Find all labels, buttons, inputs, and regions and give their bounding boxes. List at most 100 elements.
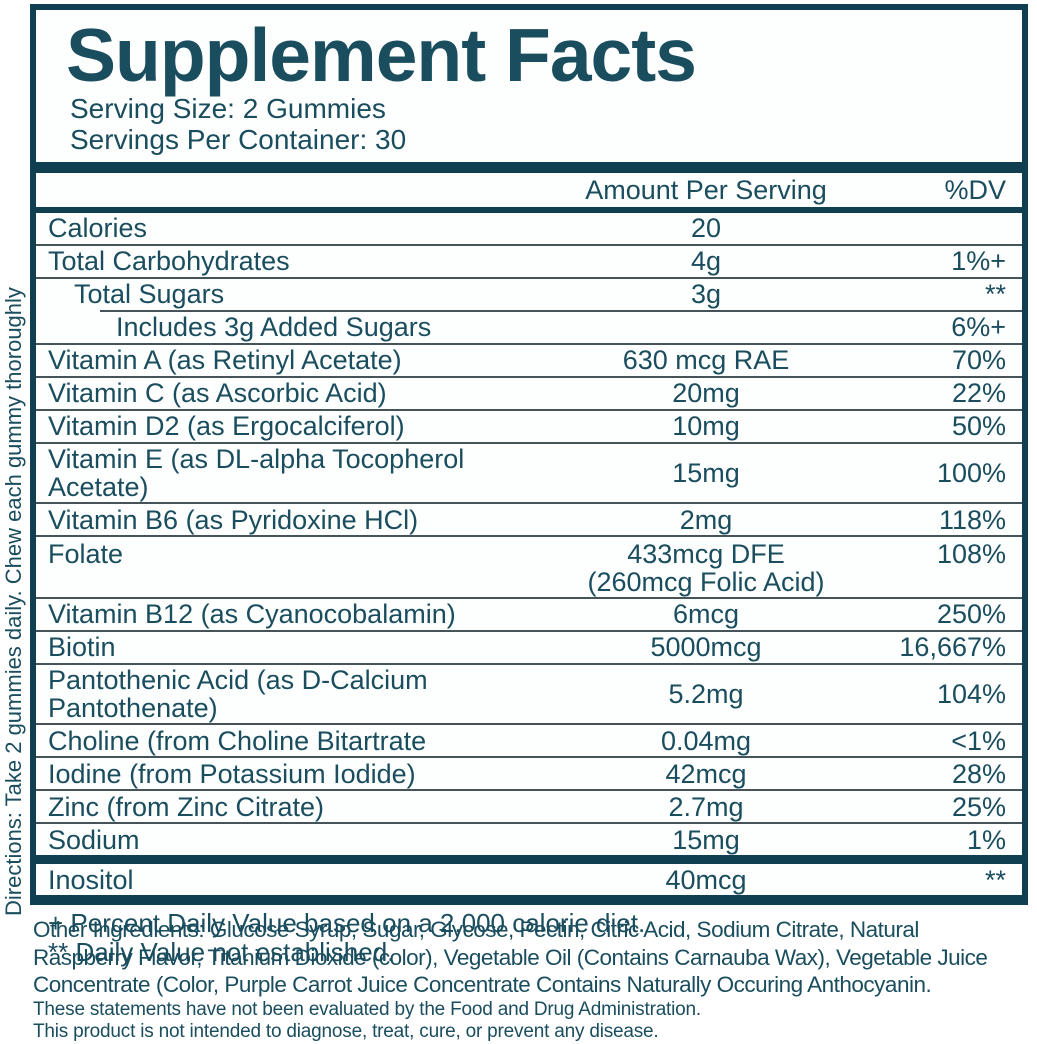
- label-header: Supplement Facts Serving Size: 2 Gummies…: [36, 10, 1022, 162]
- nutrient-amount-line1: 433mcg DFE: [627, 539, 785, 570]
- disease-disclaimer-line: This product is not intended to diagnose…: [33, 1021, 659, 1043]
- fda-disclaimer-line: These statements have not been evaluated…: [33, 999, 701, 1021]
- nutrient-name: Total Carbohydrates: [48, 246, 290, 277]
- nutrient-amount: 630 mcg RAE: [556, 345, 856, 376]
- thick-divider-bar-top: [36, 161, 1022, 173]
- nutrient-amount: 5.2mg: [556, 680, 856, 709]
- thick-divider-bar-above-footnotes: [36, 895, 1022, 905]
- nutrient-amount-line1: 4g: [690, 246, 722, 277]
- nutrient-dv: **: [984, 279, 1006, 310]
- nutrient-name: Inositol: [48, 864, 134, 895]
- nutrient-row: Vitamin A (as Retinyl Acetate) 630 mcg RA…: [36, 345, 1022, 376]
- supplement-facts-box: Supplement Facts Serving Size: 2 Gummies…: [30, 4, 1028, 966]
- nutrient-name: Zinc (from Zinc Citrate): [48, 791, 325, 822]
- row-divider: [36, 822, 1022, 825]
- nutrient-row: Total Sugars 3g **: [36, 279, 1022, 310]
- nutrient-amount: 15mg: [556, 457, 856, 488]
- nutrient-amount-line1: 5000mcg: [650, 632, 762, 663]
- nutrient-row: Folate 433mcg DFE (260mcg Folic Acid) 108%: [36, 537, 1022, 596]
- nutrient-amount: 15mg: [556, 824, 856, 855]
- nutrient-amount-line1: 2.7mg: [668, 791, 744, 822]
- nutrient-row: Vitamin C (as Ascorbic Acid) 20mg 22%: [36, 378, 1022, 409]
- nutrient-name: Vitamin E (as DL-alpha Tocopherol Acetat…: [48, 443, 465, 503]
- nutrient-row: Calories 20: [36, 213, 1022, 244]
- nutrient-amount: 6mcg: [556, 599, 856, 630]
- inositol-row: Inositol 40mcg **: [36, 864, 1022, 895]
- nutrient-amount: 2.7mg: [556, 791, 856, 822]
- footnote-not-established: ** Daily Value not established.: [48, 937, 395, 968]
- nutrient-dv: <1%: [951, 725, 1006, 756]
- label-title: Supplement Facts: [66, 13, 697, 97]
- row-divider: [36, 535, 1022, 538]
- nutrient-row: Biotin 5000mcg 16,667%: [36, 632, 1022, 663]
- nutrient-row: Vitamin D2 (as Ergocalciferol) 10mg 50%: [36, 411, 1022, 442]
- nutrient-dv: 50%: [951, 411, 1006, 442]
- nutrient-name: Vitamin B6 (as Pyridoxine HCl): [48, 504, 419, 535]
- nutrient-row: Choline (from Choline Bitartrate 0.04mg <1…: [36, 725, 1022, 756]
- nutrient-dv: 25%: [951, 791, 1006, 822]
- row-divider: [100, 309, 1022, 312]
- row-divider: [36, 723, 1022, 726]
- supplement-label-page: Directions: Take 2 gummies daily. Chew e…: [1, 4, 1028, 1043]
- row-divider: [36, 408, 1022, 411]
- nutrient-name: Calories: [48, 213, 148, 244]
- servings-per-container-text: Servings Per Container: 30: [70, 124, 407, 156]
- nutrient-amount-line1: 3g: [690, 279, 722, 310]
- amount-per-serving-header: Amount Per Serving: [585, 174, 827, 205]
- nutrient-amount: 5000mcg: [556, 632, 856, 663]
- nutrient-name: Vitamin C (as Ascorbic Acid): [48, 378, 387, 409]
- nutrient-amount: 20: [556, 214, 856, 243]
- row-divider: [36, 502, 1022, 505]
- nutrient-name: Includes 3g Added Sugars: [116, 312, 432, 343]
- nutrient-name: Vitamin A (as Retinyl Acetate): [48, 345, 402, 376]
- nutrient-name: Folate: [48, 539, 124, 570]
- nutrient-dv: 22%: [951, 378, 1006, 409]
- row-divider: [36, 276, 1022, 279]
- nutrient-amount-line1: 15mg: [672, 457, 740, 488]
- row-divider: [36, 375, 1022, 378]
- nutrient-amount: 10mg: [556, 412, 856, 441]
- nutrient-row: Includes 3g Added Sugars 6%+: [36, 312, 1022, 343]
- row-divider: [36, 662, 1022, 665]
- nutrient-dv: **: [984, 864, 1006, 895]
- nutrient-name: Choline (from Choline Bitartrate: [48, 725, 427, 756]
- nutrient-name: Pantothenic Acid (as D-Calcium Pantothen…: [48, 664, 428, 724]
- row-divider: [36, 629, 1022, 632]
- nutrient-row: Zinc (from Zinc Citrate) 2.7mg 25%: [36, 791, 1022, 822]
- other-ingredients-line-3: Concentrate (Color, Purple Carrot Juice …: [33, 972, 932, 998]
- nutrient-row: Pantothenic Acid (as D-Calcium Pantothen…: [36, 665, 1022, 724]
- nutrient-name: Biotin: [48, 632, 116, 663]
- nutrient-amount: 3g: [556, 279, 856, 310]
- nutrient-amount-line1: 630 mcg RAE: [622, 345, 790, 376]
- serving-size-text: Serving Size: 2 Gummies: [70, 93, 386, 124]
- nutrient-dv: 118%: [938, 504, 1006, 535]
- nutrient-amount-line1: 6mcg: [672, 599, 740, 630]
- thick-divider-bar-above-inositol: [36, 855, 1022, 865]
- nutrient-row: Sodium 15mg 1%: [36, 824, 1022, 855]
- nutrient-dv: 104%: [936, 678, 1006, 709]
- nutrient-table: Calories 20 Total Carbohydrates 4g 1%+ Total …: [36, 213, 1022, 856]
- row-divider: [36, 789, 1022, 792]
- table-header-row: Amount Per Serving %DV: [36, 173, 1022, 207]
- below-box-text: Other Ingredients: Glucose Syrup, Sugar,…: [33, 916, 1033, 1044]
- nutrient-amount-line1: 15mg: [672, 824, 740, 855]
- nutrient-dv: 28%: [951, 758, 1006, 789]
- nutrient-amount-line1: 42mcg: [665, 758, 747, 789]
- nutrient-row: Vitamin B12 (as Cyanocobalamin) 6mcg 250%: [36, 599, 1022, 630]
- nutrient-row: Vitamin E (as DL-alpha Tocopherol Acetat…: [36, 444, 1022, 503]
- nutrient-row: Iodine (from Potassium Iodide) 42mcg 28%: [36, 758, 1022, 789]
- nutrient-amount: 2mg: [556, 505, 856, 534]
- nutrient-amount-line1: 0.04mg: [660, 725, 752, 756]
- nutrient-row: Vitamin B6 (as Pyridoxine HCl) 2mg 118%: [36, 504, 1022, 535]
- footnotes-block: + Percent Daily Value based on a 2,000 c…: [36, 904, 1022, 970]
- nutrient-dv: 108%: [936, 539, 1006, 570]
- row-divider: [36, 596, 1022, 599]
- nutrient-name: Sodium: [48, 824, 140, 855]
- nutrient-name: Total Sugars: [74, 279, 225, 310]
- other-ingredients-line-1: Other Ingredients: Glucose Syrup, Sugar,…: [33, 917, 919, 942]
- nutrient-amount: 42mcg: [556, 758, 856, 789]
- row-divider: [36, 243, 1022, 246]
- nutrient-amount: 433mcg DFE (260mcg Folic Acid): [556, 540, 856, 595]
- nutrient-dv: 70%: [951, 345, 1006, 376]
- nutrient-amount: 0.04mg: [556, 725, 856, 756]
